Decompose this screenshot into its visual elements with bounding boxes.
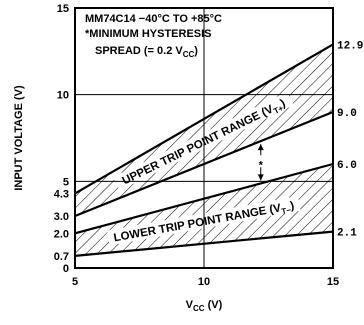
hysteresis-marker: * bbox=[259, 159, 264, 171]
band-label-end: ) bbox=[289, 200, 295, 213]
end-label-1: 12.9 bbox=[337, 40, 363, 52]
end-label-2: 9.0 bbox=[337, 108, 357, 120]
note-line-3-end: ) bbox=[194, 45, 198, 57]
x-tick-label: 5 bbox=[72, 276, 78, 288]
y-tick-label: 5 bbox=[63, 176, 69, 188]
note-line-2: *MINIMUM HYSTERESIS bbox=[85, 28, 212, 40]
x-axis-title-sub: CC bbox=[193, 304, 205, 313]
series-line-1 bbox=[74, 43, 334, 195]
x-tick-label: 15 bbox=[327, 276, 339, 288]
x-axis-title-unit: (V) bbox=[205, 299, 223, 311]
y-tick-label: 0.7 bbox=[54, 251, 69, 263]
x-axis-title-main: V bbox=[186, 299, 194, 311]
series-line-3 bbox=[74, 162, 334, 235]
y-tick-label: 4.3 bbox=[54, 188, 69, 200]
x-axis-title: VCC (V) bbox=[186, 299, 223, 313]
y-axis-title: INPUT VOLTAGE (V) bbox=[13, 85, 25, 191]
series-line-4 bbox=[74, 230, 334, 257]
y-tick-label: 2.0 bbox=[54, 228, 69, 240]
hysteresis-arrow-bottom bbox=[257, 174, 264, 181]
note-line-3-text: SPREAD (= 0.2 V bbox=[95, 45, 183, 57]
band-label-sub: T+ bbox=[272, 103, 285, 115]
end-value-labels: 12.9 9.0 6.0 2.1 bbox=[337, 40, 363, 239]
x-tick-label: 10 bbox=[198, 276, 210, 288]
band-label-backing bbox=[112, 91, 294, 191]
band-label-1: UPPER TRIP POINT RANGE (VT+) bbox=[121, 97, 289, 189]
end-label-4: 2.1 bbox=[337, 228, 357, 240]
y-tick-label: 0 bbox=[63, 263, 69, 275]
series-line-2 bbox=[74, 110, 334, 218]
end-label-3: 6.0 bbox=[337, 160, 357, 172]
hysteresis-arrow-top bbox=[257, 144, 264, 151]
plot-frame bbox=[74, 7, 334, 269]
grid-lines bbox=[75, 8, 333, 268]
y-tick-label: 3.0 bbox=[54, 211, 69, 223]
note-line-3-sub: CC bbox=[183, 50, 195, 59]
note-line-3: SPREAD (= 0.2 VCC) bbox=[95, 45, 198, 59]
note-line-1: MM74C14 −40°C TO +85°C bbox=[85, 13, 222, 25]
annotation: MM74C14 −40°C TO +85°C *MINIMUM HYSTERESI… bbox=[85, 13, 266, 181]
y-tick-label: 15 bbox=[57, 3, 69, 15]
band-label-end: ) bbox=[279, 97, 288, 110]
series-lines bbox=[74, 43, 334, 257]
band-label-sub: T− bbox=[281, 205, 292, 216]
hysteresis-marker-backing bbox=[255, 155, 266, 168]
y-tick-label: 10 bbox=[57, 90, 69, 102]
